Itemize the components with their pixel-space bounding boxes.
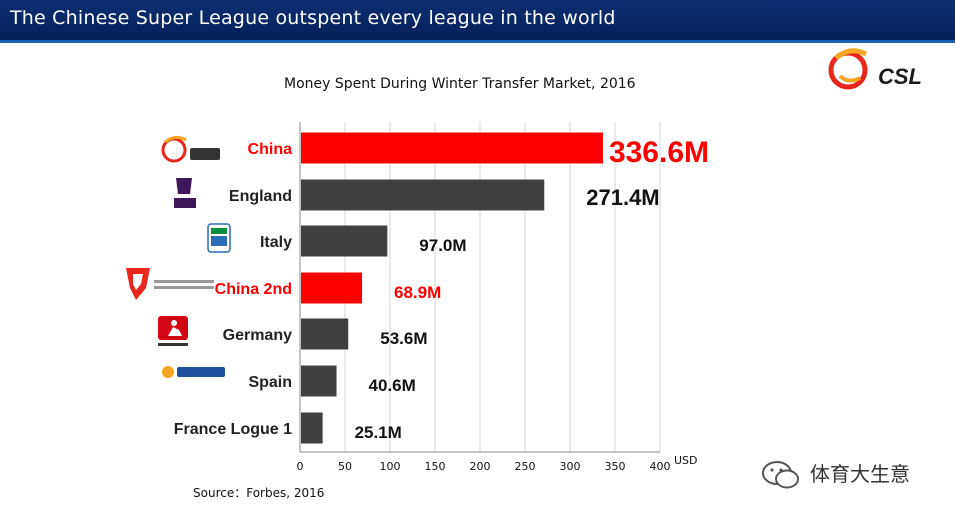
china-league-one-icon <box>126 268 214 300</box>
data-label: 271.4M <box>586 185 659 210</box>
category-label: Spain <box>248 374 292 391</box>
x-tick-label: 300 <box>560 460 581 473</box>
data-label: 68.9M <box>394 283 441 302</box>
data-label: 97.0M <box>419 236 466 255</box>
bar <box>301 225 388 257</box>
x-tick-label: 100 <box>380 460 401 473</box>
x-tick-label: 150 <box>425 460 446 473</box>
serie-a-icon <box>207 223 231 253</box>
category-label: Germany <box>223 327 292 344</box>
data-label: 40.6M <box>369 376 416 395</box>
bar <box>301 179 545 211</box>
bar <box>301 318 349 350</box>
x-tick-label: 200 <box>470 460 491 473</box>
premier-league-icon <box>174 178 196 208</box>
data-label: 53.6M <box>380 329 427 348</box>
category-label: England <box>229 188 292 205</box>
data-label: 336.6M <box>609 136 709 169</box>
x-tick-label: 400 <box>650 460 671 473</box>
chart-title: Money Spent During Winter Transfer Marke… <box>284 76 636 92</box>
category-label: China <box>248 141 293 158</box>
liga-bbva-icon <box>162 366 225 378</box>
data-label: 25.1M <box>355 423 402 442</box>
svg-text:CSL: CSL <box>878 64 922 89</box>
x-tick-label: 250 <box>515 460 536 473</box>
category-label: China 2nd <box>215 281 292 298</box>
bundesliga-icon <box>158 316 188 346</box>
bar <box>301 412 323 444</box>
x-tick-label: 0 <box>297 460 304 473</box>
x-axis-label: USD <box>674 454 698 467</box>
csl-small-icon <box>161 135 220 163</box>
csl-logo-icon: CSL <box>828 48 922 90</box>
wechat-icon <box>762 461 799 489</box>
x-tick-label: 50 <box>338 460 352 473</box>
bar <box>301 365 337 397</box>
watermark-text: 体育大生意 <box>810 462 910 486</box>
x-tick-label: 350 <box>605 460 626 473</box>
category-label: France Logue 1 <box>174 421 292 438</box>
banner-title: The Chinese Super League outspent every … <box>10 7 616 29</box>
bar <box>301 132 603 164</box>
title-banner: The Chinese Super League outspent every … <box>0 0 955 43</box>
source-note: Source：Forbes, 2016 <box>193 486 325 500</box>
category-label: Italy <box>260 234 292 251</box>
bar <box>301 272 363 304</box>
